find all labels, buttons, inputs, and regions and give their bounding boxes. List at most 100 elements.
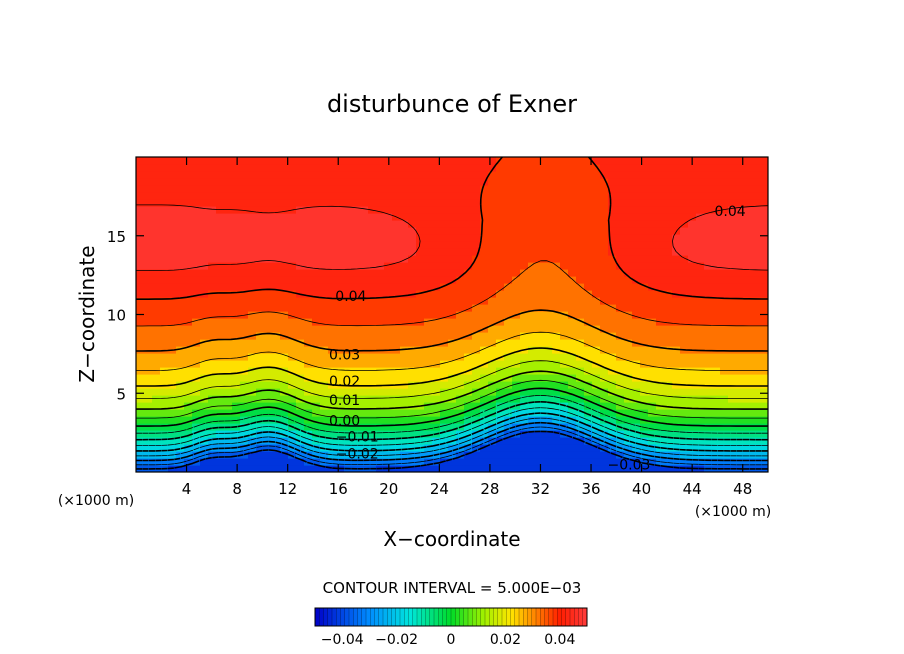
field-cell (608, 325, 617, 333)
colorbar-segment (451, 608, 456, 626)
field-cell (696, 262, 705, 270)
field-cell (312, 185, 321, 193)
field-cell (752, 192, 761, 200)
field-cell (288, 304, 297, 312)
field-cell (512, 290, 521, 298)
field-cell (160, 395, 169, 403)
field-cell (520, 451, 529, 459)
field-cell (200, 367, 209, 375)
field-cell (456, 367, 465, 375)
field-cell (144, 388, 153, 396)
field-cell (136, 437, 145, 445)
field-cell (512, 220, 521, 228)
field-cell (696, 430, 705, 438)
field-cell (392, 220, 401, 228)
field-cell (320, 290, 329, 298)
field-cell (248, 423, 257, 431)
field-cell (248, 458, 257, 466)
field-cell (160, 304, 169, 312)
colorbar-segment (557, 608, 562, 626)
field-cell (264, 339, 273, 347)
field-cell (664, 304, 673, 312)
field-cell (448, 318, 457, 326)
field-cell (536, 276, 545, 284)
field-cell (504, 157, 513, 165)
field-cell (304, 360, 313, 368)
field-cell (688, 416, 697, 424)
field-cell (640, 220, 649, 228)
field-cell (376, 332, 385, 340)
field-cell (320, 220, 329, 228)
field-cell (448, 332, 457, 340)
field-cell (584, 374, 593, 382)
field-cell (560, 360, 569, 368)
field-cell (528, 346, 537, 354)
field-cell (304, 283, 313, 291)
field-cell (728, 171, 737, 179)
field-cell (280, 199, 289, 207)
field-cell (232, 241, 241, 249)
field-cell (440, 297, 449, 305)
field-cell (224, 192, 233, 200)
field-cell (400, 451, 409, 459)
field-cell (280, 388, 289, 396)
field-cell (536, 430, 545, 438)
field-cell (224, 430, 233, 438)
field-cell (416, 423, 425, 431)
field-cell (728, 458, 737, 466)
field-cell (648, 290, 657, 298)
field-cell (344, 339, 353, 347)
field-cell (504, 381, 513, 389)
field-cell (272, 444, 281, 452)
field-cell (648, 297, 657, 305)
field-cell (456, 283, 465, 291)
field-cell (568, 437, 577, 445)
field-cell (464, 157, 473, 165)
field-cell (224, 164, 233, 172)
field-cell (512, 213, 521, 221)
field-cell (264, 458, 273, 466)
field-cell (528, 206, 537, 214)
field-cell (152, 199, 161, 207)
field-cell (624, 262, 633, 270)
field-cell (368, 451, 377, 459)
field-cell (432, 339, 441, 347)
field-cell (520, 178, 529, 186)
field-cell (552, 283, 561, 291)
field-cell (336, 318, 345, 326)
field-cell (640, 381, 649, 389)
field-cell (544, 234, 553, 242)
field-cell (400, 199, 409, 207)
field-cell (280, 290, 289, 298)
field-cell (176, 213, 185, 221)
field-cell (568, 297, 577, 305)
field-cell (200, 227, 209, 235)
field-cell (192, 206, 201, 214)
field-cell (432, 297, 441, 305)
field-cell (368, 318, 377, 326)
field-cell (528, 325, 537, 333)
field-cell (248, 234, 257, 242)
field-cell (256, 192, 265, 200)
field-cell (472, 325, 481, 333)
field-cell (496, 269, 505, 277)
field-cell (760, 206, 768, 214)
field-cell (408, 255, 417, 263)
field-cell (672, 276, 681, 284)
field-cell (512, 178, 521, 186)
field-cell (296, 178, 305, 186)
field-cell (544, 374, 553, 382)
field-cell (544, 185, 553, 193)
field-cell (320, 458, 329, 466)
field-cell (240, 339, 249, 347)
field-cell (232, 171, 241, 179)
field-cell (184, 346, 193, 354)
field-cell (144, 220, 153, 228)
field-cell (720, 185, 729, 193)
field-cell (472, 318, 481, 326)
field-cell (544, 227, 553, 235)
field-cell (456, 227, 465, 235)
field-cell (392, 402, 401, 410)
field-cell (624, 311, 633, 319)
field-cell (392, 339, 401, 347)
